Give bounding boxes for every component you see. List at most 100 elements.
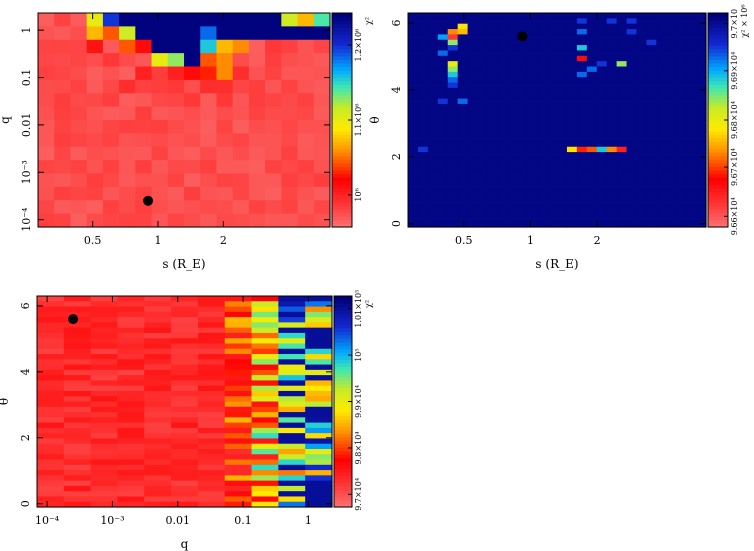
- p1-cell: [54, 200, 72, 215]
- p2-cell: [547, 109, 558, 116]
- p2-cell: [447, 93, 459, 100]
- p3-cell: [90, 433, 119, 440]
- p1-colorbar-swatch: [332, 152, 352, 157]
- p2-cell: [457, 205, 469, 212]
- p2-cell: [447, 109, 459, 116]
- p2-cell: [586, 34, 598, 41]
- p1-cell: [248, 79, 266, 94]
- p1-colorbar-swatch: [332, 130, 352, 135]
- p1-colorbar-swatch: [332, 41, 352, 46]
- p1-cell: [54, 13, 72, 27]
- p3-cell: [197, 348, 226, 355]
- p3-colorbar-swatch: [334, 369, 352, 374]
- p2-cell: [606, 194, 618, 201]
- p3-cell: [251, 412, 279, 418]
- p2-cell: [557, 87, 568, 94]
- p3-cell: [197, 317, 226, 323]
- p1-cell: [184, 146, 201, 161]
- p2-cell: [696, 146, 707, 153]
- p2-cell: [656, 200, 667, 207]
- p1-xtick-label: 1: [155, 234, 162, 247]
- p2-cell: [487, 55, 498, 62]
- p2-cell: [606, 205, 618, 212]
- p2-cell: [547, 114, 558, 121]
- p1-cell: [38, 133, 55, 148]
- p2-cell: [557, 109, 568, 116]
- p2-cell: [497, 136, 508, 142]
- p3-cell: [90, 369, 119, 376]
- p2-cell: [527, 152, 538, 159]
- p2-cell: [636, 168, 647, 175]
- p1-cell: [265, 213, 282, 228]
- p2-cell: [586, 146, 598, 153]
- p2-cell: [408, 23, 419, 30]
- p2-cell: [408, 194, 419, 201]
- p2-cell: [437, 45, 449, 52]
- p2-cell: [457, 221, 469, 228]
- p3-ylabel: θ: [0, 398, 11, 405]
- p2-cell: [517, 205, 528, 212]
- p3-cell: [251, 348, 279, 355]
- p2-cell: [487, 178, 498, 185]
- p2-cell: [537, 93, 548, 100]
- p2-cell: [507, 162, 518, 169]
- p3-cell: [224, 317, 253, 323]
- p2-cell: [596, 210, 608, 217]
- p2-cell: [408, 168, 419, 175]
- p2-cell: [408, 82, 419, 89]
- p2-cell: [447, 114, 459, 121]
- p1-cell: [38, 173, 55, 188]
- p2-cell: [547, 13, 558, 19]
- p2-cell: [656, 13, 667, 19]
- p2-cell: [636, 125, 647, 132]
- p2-cell: [696, 109, 707, 116]
- p2-cell: [666, 210, 677, 217]
- p3-cell: [117, 380, 145, 387]
- p2-cell: [408, 109, 419, 116]
- p2-cell: [606, 87, 618, 94]
- p2-cell: [566, 141, 578, 148]
- p1-cell: [119, 106, 136, 121]
- p3-cell: [63, 380, 92, 387]
- p2-cell: [457, 114, 469, 121]
- p3-cell: [63, 296, 92, 302]
- p3-cell: [37, 501, 65, 508]
- p3-cell: [197, 301, 226, 308]
- p3-cell: [63, 501, 92, 508]
- p2-cell: [566, 98, 578, 105]
- p1-colorbar-swatch: [332, 173, 352, 178]
- p2-cell: [656, 146, 667, 153]
- p2-cell: [537, 45, 548, 52]
- p2-colorbar-swatch: [708, 202, 728, 207]
- p1-cell: [70, 39, 88, 54]
- p2-cell: [547, 50, 558, 57]
- p3-cell: [63, 454, 92, 461]
- p2-cell: [537, 61, 548, 68]
- p2-cell: [467, 82, 479, 89]
- p2-cell: [557, 210, 568, 217]
- p3-best-fit-point: [68, 314, 79, 325]
- p2-colorbar-swatch: [708, 205, 728, 210]
- p2-colorbar-swatch: [708, 34, 728, 39]
- p2-cell: [586, 45, 598, 52]
- p2-colorbar-swatch: [708, 116, 728, 121]
- p3-cell: [144, 396, 172, 403]
- p2-cell: [696, 13, 707, 19]
- p3-cell: [278, 417, 306, 424]
- p3-cell: [278, 406, 306, 413]
- p2-cell: [447, 178, 459, 185]
- p2-cell: [636, 109, 647, 116]
- p2-cell: [696, 66, 707, 73]
- p2-cell: [566, 29, 578, 35]
- p1-cell: [54, 146, 72, 161]
- p1-colorbar-swatch: [332, 45, 352, 50]
- p2-cell: [467, 29, 479, 35]
- p2-cell: [517, 141, 528, 148]
- p2-cell: [596, 221, 608, 228]
- p3-cell: [224, 480, 253, 487]
- p2-cell: [576, 18, 588, 25]
- p2-cell: [606, 93, 618, 100]
- p1-cell: [119, 160, 136, 175]
- p1-cell: [102, 106, 120, 121]
